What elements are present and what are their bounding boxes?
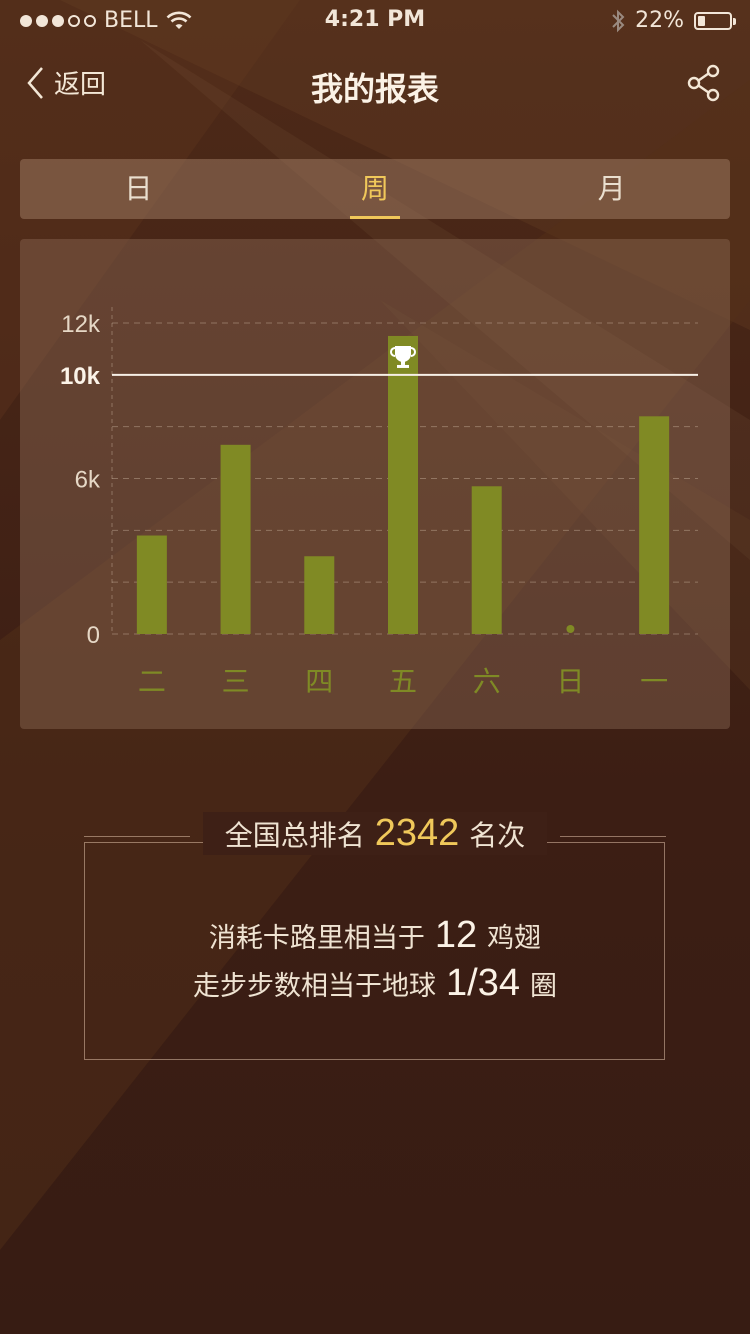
bluetooth-icon bbox=[612, 9, 625, 32]
signal-strength-icon bbox=[20, 14, 96, 27]
bar bbox=[639, 416, 670, 634]
bar bbox=[136, 535, 167, 634]
y-tick-label: 12k bbox=[61, 311, 101, 338]
period-tabs: 日 周 月 bbox=[20, 159, 730, 219]
wifi-icon bbox=[166, 11, 191, 29]
rank-value: 2342 bbox=[374, 812, 460, 854]
battery-icon bbox=[694, 11, 736, 30]
battery-percent: 22% bbox=[635, 8, 684, 33]
x-tick-label: 日 bbox=[556, 665, 584, 698]
calorie-fact-suffix: 鸡翅 bbox=[487, 923, 542, 954]
x-tick-label: 四 bbox=[305, 665, 333, 698]
x-tick-label: 二 bbox=[138, 665, 166, 698]
national-rank: 全国总排名 2342 名次 bbox=[0, 812, 750, 855]
status-time: 4:21 PM bbox=[324, 7, 426, 32]
rank-prefix: 全国总排名 bbox=[224, 819, 365, 852]
steps-bar-chart: 0 6k 12k 二 三 四 五 六 日 一 10k bbox=[60, 307, 698, 698]
page-title: 我的报表 bbox=[310, 70, 439, 108]
bar bbox=[220, 444, 251, 634]
x-tick-label: 一 bbox=[640, 665, 668, 698]
back-button[interactable]: 返回 bbox=[26, 64, 106, 101]
bar bbox=[388, 335, 418, 634]
x-tick-label: 六 bbox=[473, 665, 501, 698]
distance-fact-prefix: 走步步数相当于地球 bbox=[193, 971, 437, 1002]
calorie-fact-prefix: 消耗卡路里相当于 bbox=[208, 923, 425, 954]
status-bar: BELL 4:21 PM 22% bbox=[0, 0, 750, 40]
battery-level-fill bbox=[698, 15, 705, 26]
status-left: BELL bbox=[20, 8, 192, 33]
carrier-name: BELL bbox=[104, 8, 158, 33]
calorie-fact: 消耗卡路里相当于 12 鸡翅 bbox=[0, 914, 750, 957]
x-tick-label: 五 bbox=[389, 665, 417, 698]
signal-dot bbox=[20, 14, 32, 27]
y-tick-label: 6k bbox=[75, 467, 101, 494]
chevron-left-icon bbox=[27, 66, 43, 99]
back-label: 返回 bbox=[54, 70, 107, 100]
tab-week[interactable]: 周 bbox=[257, 159, 494, 219]
share-icon bbox=[687, 64, 720, 102]
rank-suffix: 名次 bbox=[469, 819, 526, 852]
status-right: 22% bbox=[611, 8, 736, 33]
share-button[interactable] bbox=[686, 64, 722, 106]
trophy-icon bbox=[390, 345, 416, 368]
x-tick-label: 三 bbox=[222, 665, 250, 698]
signal-dot bbox=[36, 14, 48, 27]
distance-fact: 走步步数相当于地球 1/34 圈 bbox=[0, 962, 750, 1005]
bar bbox=[471, 486, 502, 634]
nav-bar: 返回 我的报表 bbox=[0, 50, 750, 120]
signal-dot bbox=[84, 14, 96, 27]
bar bbox=[304, 556, 335, 634]
steps-chart-card: 0 6k 12k 二 三 四 五 六 日 一 10k bbox=[20, 239, 730, 729]
distance-fact-suffix: 圈 bbox=[529, 971, 557, 1002]
calorie-fact-value: 12 bbox=[434, 914, 478, 956]
bar-zero-marker bbox=[566, 625, 575, 633]
tab-month[interactable]: 月 bbox=[597, 172, 626, 205]
rank-text: 全国总排名 2342 名次 bbox=[202, 812, 548, 855]
rank-divider-left bbox=[84, 836, 190, 837]
goal-label: 10k bbox=[60, 363, 101, 390]
distance-fact-value: 1/34 bbox=[446, 962, 520, 1004]
tab-day[interactable]: 日 bbox=[124, 172, 153, 205]
signal-dot bbox=[52, 14, 64, 27]
rank-divider-right bbox=[560, 836, 666, 837]
signal-dot bbox=[68, 14, 80, 27]
y-tick-label: 0 bbox=[87, 622, 100, 649]
